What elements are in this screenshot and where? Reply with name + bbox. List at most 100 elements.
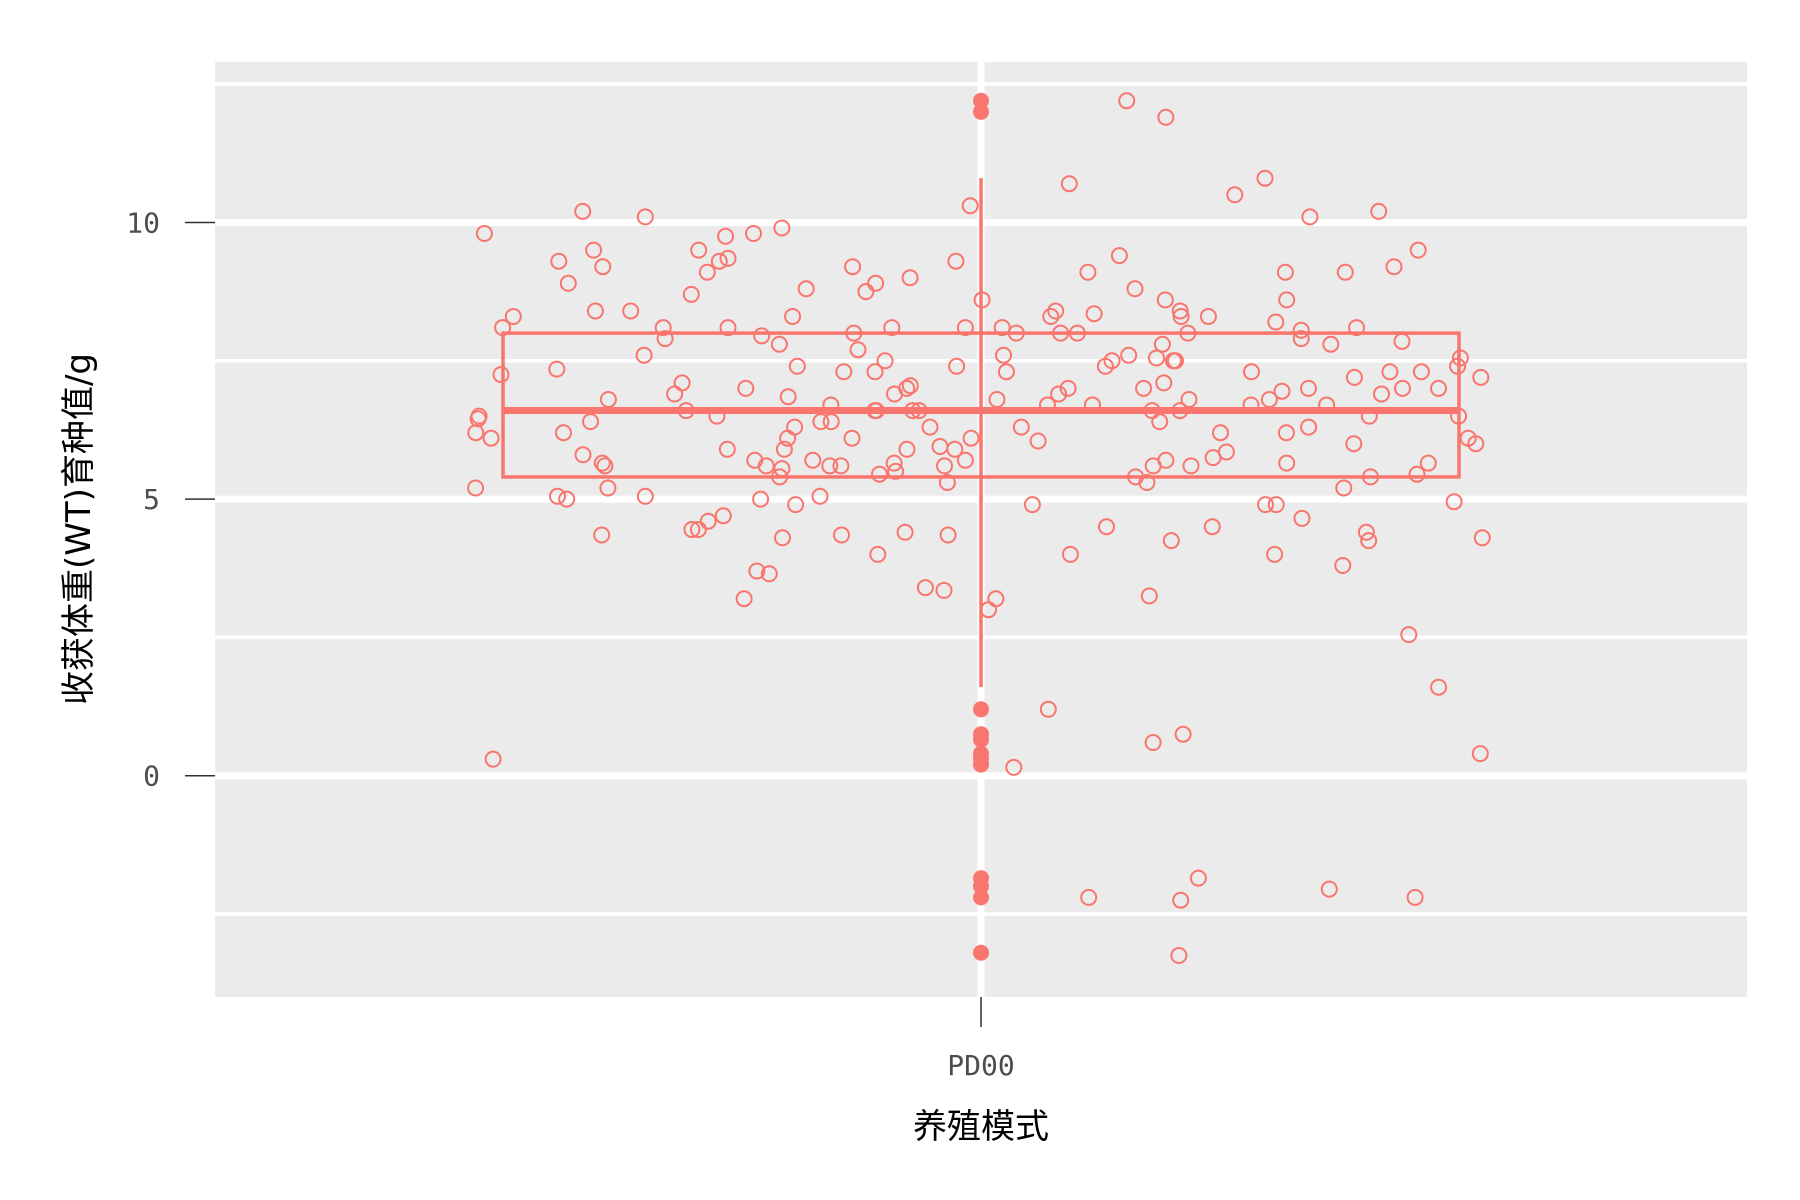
- outlier-point: [973, 944, 989, 961]
- jitter-point: [1381, 363, 1399, 381]
- outlier-point: [973, 92, 989, 109]
- jitter-point: [1473, 529, 1491, 547]
- jitter-point: [822, 413, 840, 431]
- jitter-point: [1360, 532, 1378, 550]
- jitter-point: [1276, 263, 1294, 281]
- jitter-point: [1126, 280, 1144, 298]
- jitter-point: [1406, 888, 1424, 906]
- jitter-point: [717, 227, 735, 245]
- jitter-point: [1335, 479, 1353, 497]
- jitter-point: [876, 352, 894, 370]
- jitter-point: [1012, 418, 1030, 436]
- jitter-point: [582, 413, 599, 431]
- jitter-point: [939, 526, 957, 544]
- jitter-point: [636, 487, 654, 505]
- jitter-point: [1061, 545, 1079, 563]
- jitter-point: [467, 479, 485, 497]
- jitter-point: [1293, 509, 1311, 527]
- jitter-point: [683, 521, 701, 538]
- y-tick-label: 5: [143, 483, 160, 516]
- jitter-point: [1047, 302, 1065, 320]
- jitter-point: [737, 379, 755, 397]
- outlier-point: [973, 889, 989, 906]
- jitter-point: [745, 225, 762, 242]
- y-tick-label: 0: [143, 760, 160, 793]
- jitter-point: [1472, 368, 1490, 386]
- jitter-point: [1412, 363, 1430, 381]
- jitter-point: [1217, 443, 1235, 461]
- jitter-point: [482, 429, 500, 447]
- jitter-point: [784, 308, 802, 325]
- jitter-point: [993, 319, 1011, 337]
- jitter-point: [788, 357, 806, 375]
- x-axis: PD00: [947, 997, 1015, 1082]
- jitter-point: [484, 750, 502, 768]
- jitter-point: [787, 496, 805, 514]
- jitter-point: [812, 413, 830, 431]
- jitter-point: [779, 429, 797, 447]
- jitter-point: [635, 346, 653, 364]
- jitter-point: [1203, 518, 1221, 536]
- jitter-point: [1357, 523, 1375, 541]
- jitter-point: [1467, 435, 1485, 453]
- jitter-point: [775, 440, 793, 458]
- jitter-point: [1348, 319, 1365, 337]
- jitter-point: [752, 490, 770, 508]
- jitter-point: [1301, 208, 1319, 226]
- jitter-point: [773, 219, 791, 237]
- jitter-point: [1430, 379, 1447, 397]
- jitter-point: [698, 263, 716, 281]
- jitter-point: [1266, 545, 1284, 563]
- outlier-point: [973, 756, 989, 773]
- jitter-point: [1110, 247, 1128, 265]
- jitter-point: [492, 366, 510, 384]
- jitter-point: [1277, 424, 1295, 442]
- jitter-point: [1257, 496, 1274, 514]
- jitter-point: [719, 249, 737, 267]
- jitter-point: [1409, 241, 1427, 259]
- jitter-point: [1085, 305, 1103, 323]
- jitter-point: [779, 388, 797, 406]
- outlier-points: [973, 92, 989, 961]
- jitter-point: [997, 363, 1015, 381]
- jitter-point: [469, 410, 487, 428]
- jitter-point: [1334, 557, 1352, 574]
- jitter-point: [1157, 451, 1175, 469]
- jitter-point: [1167, 352, 1184, 370]
- jitter-point: [956, 451, 974, 469]
- jitter-point: [1373, 385, 1390, 403]
- jitter-point: [1322, 335, 1340, 353]
- jitter-point: [935, 581, 953, 599]
- jitter-point: [666, 385, 684, 403]
- jitter-point: [1267, 313, 1285, 331]
- jitter-point: [748, 562, 766, 580]
- jitter-point: [1096, 357, 1114, 375]
- jitter-point: [896, 523, 914, 541]
- jitter-point: [1278, 454, 1296, 472]
- jitter-point: [1320, 880, 1338, 898]
- jitter-point: [548, 360, 566, 378]
- jitter-point: [1300, 379, 1317, 397]
- jitter-point: [1098, 518, 1115, 536]
- jitter-point: [885, 454, 903, 472]
- jitter-point: [689, 521, 707, 538]
- jitter-point: [804, 451, 822, 469]
- jitter-point: [1180, 391, 1198, 408]
- jitter-point: [1256, 169, 1274, 187]
- jitter-point: [1144, 734, 1162, 751]
- jitter-point: [867, 274, 885, 292]
- boxplot-pd00: [501, 92, 1461, 961]
- jitter-point: [849, 341, 867, 359]
- jitter-point: [622, 302, 640, 320]
- jitter-point: [1172, 891, 1190, 909]
- jitter-point: [797, 280, 815, 298]
- jitter-point: [938, 474, 956, 491]
- jitter-point: [936, 457, 953, 475]
- jitter-point: [699, 512, 717, 530]
- jitter-point: [585, 241, 603, 259]
- jitter-point: [811, 487, 829, 505]
- jitter-point: [1394, 379, 1411, 397]
- jitter-point: [1029, 432, 1047, 450]
- jitter-point: [774, 529, 791, 547]
